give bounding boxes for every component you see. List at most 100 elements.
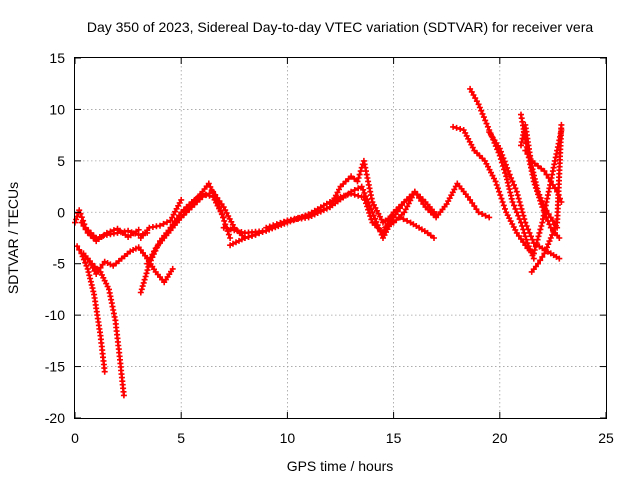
data-point bbox=[547, 235, 554, 241]
data-point bbox=[76, 246, 83, 253]
data-point bbox=[482, 212, 489, 219]
data-point bbox=[80, 256, 87, 263]
data-point bbox=[101, 368, 108, 375]
data-point bbox=[418, 198, 425, 204]
data-point bbox=[364, 203, 371, 210]
data-point bbox=[529, 236, 536, 243]
data-point bbox=[427, 232, 434, 239]
data-point bbox=[496, 145, 503, 152]
data-point bbox=[504, 164, 511, 171]
data-point bbox=[549, 231, 556, 238]
data-point bbox=[348, 188, 355, 195]
data-point bbox=[555, 192, 562, 199]
data-point bbox=[355, 185, 362, 192]
data-point bbox=[524, 151, 531, 157]
data-point bbox=[536, 191, 543, 198]
data-point bbox=[486, 214, 493, 221]
data-point bbox=[545, 211, 552, 217]
data-point bbox=[314, 208, 321, 215]
data-point bbox=[217, 207, 224, 214]
data-point bbox=[535, 188, 541, 195]
data-point bbox=[77, 210, 84, 217]
data-point bbox=[497, 192, 504, 199]
data-point bbox=[511, 181, 517, 188]
data-point bbox=[558, 121, 565, 128]
data-point bbox=[367, 192, 374, 199]
data-point bbox=[512, 185, 519, 192]
data-point bbox=[287, 216, 294, 223]
data-point bbox=[538, 198, 545, 204]
axis-ticks bbox=[74, 57, 607, 419]
data-point bbox=[508, 175, 515, 181]
data-point bbox=[137, 289, 144, 296]
data-point bbox=[516, 199, 523, 205]
data-point bbox=[110, 227, 117, 234]
data-point bbox=[135, 226, 142, 233]
data-point bbox=[531, 247, 538, 253]
data-point bbox=[538, 165, 545, 172]
data-point bbox=[227, 226, 234, 233]
data-point bbox=[538, 223, 545, 229]
data-point bbox=[84, 255, 91, 262]
data-point bbox=[546, 238, 553, 245]
x-tick-label: 20 bbox=[492, 430, 508, 446]
data-point bbox=[471, 203, 478, 210]
data-point bbox=[366, 209, 373, 216]
x-tick-label: 10 bbox=[280, 430, 296, 446]
data-point bbox=[515, 195, 522, 202]
data-point bbox=[291, 215, 298, 222]
y-tick-label: 15 bbox=[49, 50, 65, 66]
data-point bbox=[492, 178, 499, 185]
data-point bbox=[356, 171, 363, 178]
data-point bbox=[509, 199, 516, 205]
data-point bbox=[498, 148, 504, 155]
data-point bbox=[526, 154, 533, 161]
data-point bbox=[506, 186, 513, 193]
data-point bbox=[469, 200, 476, 206]
data-point bbox=[546, 221, 553, 228]
data-point bbox=[552, 185, 558, 192]
data-point bbox=[552, 222, 559, 229]
y-tick-label: -20 bbox=[45, 410, 65, 426]
y-tick-label: 5 bbox=[57, 153, 65, 169]
data-point bbox=[532, 179, 539, 186]
chart-title: Day 350 of 2023, Sidereal Day-to-day VTE… bbox=[87, 19, 593, 35]
data-point bbox=[355, 192, 362, 199]
series-trace-8 bbox=[137, 196, 185, 241]
y-tick-label: -15 bbox=[45, 359, 65, 375]
data-point bbox=[280, 218, 287, 225]
data-point bbox=[203, 192, 209, 199]
data-point bbox=[519, 209, 526, 216]
data-point bbox=[530, 255, 537, 262]
data-point bbox=[476, 104, 483, 111]
data-point bbox=[537, 226, 544, 233]
data-point bbox=[515, 232, 522, 239]
data-point bbox=[532, 243, 539, 250]
data-point bbox=[541, 168, 548, 175]
data-point bbox=[95, 267, 102, 274]
data-point bbox=[360, 193, 367, 200]
data-point bbox=[97, 264, 104, 271]
data-point bbox=[220, 224, 227, 231]
data-point bbox=[537, 194, 544, 201]
y-tick-label: 10 bbox=[49, 101, 65, 117]
data-point bbox=[509, 178, 516, 185]
data-point bbox=[518, 236, 524, 242]
data-point bbox=[138, 286, 145, 293]
data-point bbox=[544, 244, 550, 251]
data-point bbox=[141, 276, 148, 283]
data-point bbox=[78, 219, 85, 226]
data-point bbox=[355, 175, 362, 181]
data-point bbox=[120, 392, 127, 399]
data-point bbox=[211, 194, 218, 200]
data-point bbox=[145, 257, 152, 264]
data-point bbox=[368, 216, 375, 223]
data-point bbox=[149, 251, 156, 258]
series-group bbox=[72, 85, 565, 399]
data-point bbox=[404, 217, 411, 224]
data-point bbox=[541, 250, 548, 257]
data-point bbox=[499, 199, 506, 205]
data-point bbox=[470, 92, 477, 98]
data-point bbox=[416, 194, 423, 201]
data-point bbox=[213, 197, 220, 204]
